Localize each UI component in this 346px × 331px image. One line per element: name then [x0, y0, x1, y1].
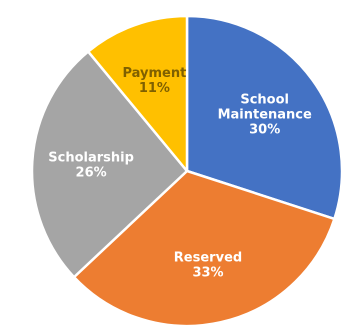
- slice-name-payment: Payment: [122, 66, 186, 81]
- slice-value-reserved: 33%: [192, 265, 223, 280]
- slice-name-scholarship: Scholarship: [48, 151, 134, 166]
- pie-labels: School Maintenance 30% Reserved 33% Scholarsh…: [48, 66, 312, 280]
- slice-school-maintenance: [185, 14, 344, 221]
- slice-scholarship: [30, 50, 189, 279]
- slice-label-payment: Payment 11%: [122, 66, 186, 96]
- pie-slices: [30, 14, 344, 328]
- slice-name-school-maintenance: School: [240, 93, 289, 108]
- slice-label-school-maintenance: School Maintenance 30%: [218, 93, 312, 138]
- slice-value-payment: 11%: [139, 81, 170, 96]
- slice-name-reserved: Reserved: [174, 250, 242, 265]
- slice-value-school-maintenance: 30%: [249, 123, 280, 138]
- slice-label-scholarship: Scholarship 26%: [48, 151, 134, 181]
- slice-value-scholarship: 26%: [76, 166, 107, 181]
- slice-reserved: [72, 169, 336, 328]
- slice-payment: [86, 14, 189, 173]
- slice-name-school-maintenance: Maintenance: [218, 108, 312, 123]
- slice-label-reserved: Reserved 33%: [174, 250, 242, 280]
